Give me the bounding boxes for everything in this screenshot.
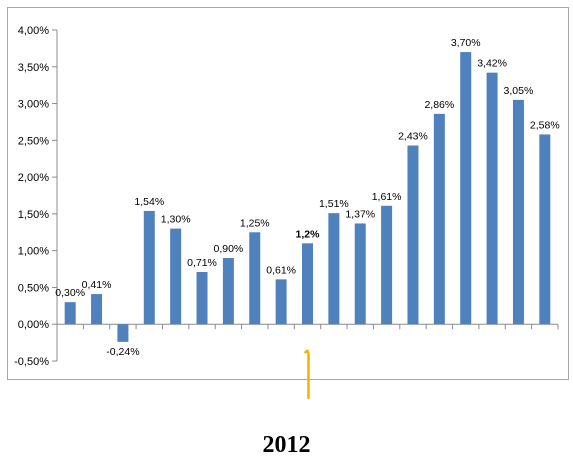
- data-label: 1,61%: [372, 191, 402, 203]
- data-label: 0,61%: [266, 264, 296, 276]
- data-label: -0,24%: [106, 346, 139, 358]
- y-tick-label: 0,00%: [18, 319, 49, 331]
- y-tick-label: 1,00%: [18, 246, 49, 258]
- y-tick-label: 3,50%: [18, 62, 49, 74]
- bar: [407, 145, 419, 325]
- bar: [486, 72, 498, 325]
- data-label: 0,71%: [187, 257, 217, 269]
- data-label: 1,25%: [240, 217, 270, 229]
- bar: [222, 258, 234, 325]
- bar: [249, 232, 261, 325]
- y-tick-label: 1,50%: [18, 209, 49, 221]
- data-label: 2,43%: [398, 130, 428, 142]
- data-label: 1,2%: [296, 228, 321, 240]
- bar: [170, 228, 182, 325]
- bar: [460, 52, 472, 325]
- bar: [539, 134, 551, 325]
- y-tick-label: 4,00%: [18, 25, 49, 37]
- y-tick-label: -0,50%: [14, 356, 49, 368]
- bar: [354, 223, 366, 325]
- data-label: 2,58%: [530, 119, 560, 131]
- bar: [64, 302, 76, 325]
- data-label: 2,86%: [424, 99, 454, 111]
- y-tick-label: 3,00%: [18, 99, 49, 111]
- data-label: 1,51%: [319, 198, 349, 210]
- y-tick-label: 2,50%: [18, 135, 49, 147]
- data-label: 1,37%: [345, 208, 375, 220]
- bar: [275, 279, 287, 325]
- data-label: 0,41%: [82, 279, 112, 291]
- bar: [196, 271, 208, 325]
- data-label: 0,30%: [55, 287, 85, 299]
- bar: [117, 324, 129, 342]
- bar: [302, 243, 313, 325]
- year-marker-line: [304, 349, 310, 400]
- bar: [143, 210, 155, 325]
- data-label: 3,05%: [504, 85, 534, 97]
- data-label: 1,30%: [161, 214, 191, 226]
- y-tick-label: 0,50%: [18, 282, 49, 294]
- bar: [91, 294, 103, 325]
- data-label: 3,70%: [451, 37, 481, 49]
- data-label: 3,42%: [477, 58, 507, 70]
- bar: [328, 213, 340, 325]
- bar: [433, 113, 445, 325]
- y-tick-label: 2,00%: [18, 172, 49, 184]
- chart-svg: -0,50% 0,00% 0,50% 1,00% 1,50% 2,00% 2,50% 3,00…: [14, 25, 560, 400]
- data-label: 1,54%: [134, 196, 164, 208]
- bar: [512, 99, 524, 325]
- year-caption: 2012: [262, 432, 311, 458]
- data-label: 0,90%: [214, 243, 244, 255]
- bar: [381, 205, 393, 325]
